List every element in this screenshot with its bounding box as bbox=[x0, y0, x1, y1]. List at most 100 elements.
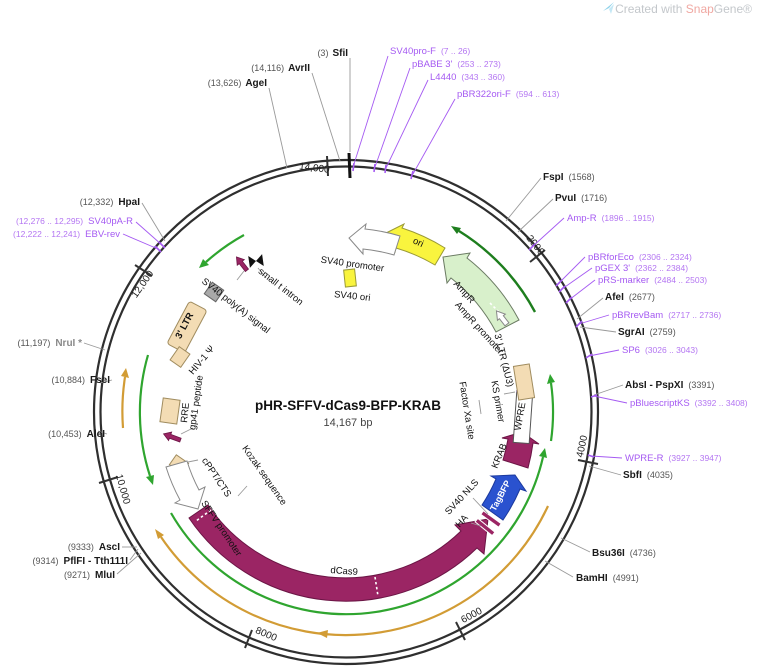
feature-dcas9-arrow[interactable] bbox=[188, 504, 489, 602]
primer-label-sv40paR[interactable]: (12,276 .. 12,295) SV40pA-R bbox=[16, 216, 133, 227]
plasmid-size: 14,167 bp bbox=[324, 417, 373, 429]
orange-arc-bottom bbox=[160, 505, 549, 637]
afeI-leader bbox=[576, 297, 604, 320]
sbfI-leader bbox=[588, 465, 622, 476]
l4440-leader bbox=[385, 79, 429, 169]
feature-gp41-label[interactable]: gp41 peptide bbox=[187, 375, 206, 431]
feature-kozak-label[interactable]: Kozak sequence bbox=[239, 444, 288, 508]
orange-arc-inline-arrowhead bbox=[317, 630, 328, 638]
feature-sv40-ori-box[interactable] bbox=[343, 268, 357, 288]
feature-3ltr-du3-box[interactable] bbox=[512, 363, 536, 401]
feature-sv40-polya-box[interactable] bbox=[203, 281, 225, 303]
sv40-polya-mini-arrow[interactable] bbox=[233, 254, 251, 273]
feature-ampr-arrow[interactable] bbox=[442, 252, 520, 333]
feature-ha-nls-boxes[interactable] bbox=[474, 510, 502, 537]
site-label-pflFI-tth111I[interactable]: (9314) PflFI - Tth111I bbox=[33, 556, 129, 567]
feature-small-t-intron-label[interactable]: small t intron bbox=[256, 266, 305, 308]
primer-label-ebvrev[interactable]: (12,222 .. 12,241) EBV-rev bbox=[13, 229, 120, 240]
primer-foot bbox=[410, 170, 414, 180]
factor-xa-leader bbox=[478, 399, 482, 415]
feature-hiv1-psi-label[interactable]: HIV-1 Ψ bbox=[187, 344, 218, 377]
primer-label-pbabe3[interactable]: pBABE 3' (253 .. 273) bbox=[412, 59, 501, 70]
orange-arc-left-arrowhead bbox=[121, 368, 129, 378]
primer-label-prsmarker[interactable]: pRS-marker (2484 .. 2503) bbox=[598, 275, 707, 286]
feature-rre-label[interactable]: RRE bbox=[179, 402, 192, 423]
pbrforeco-leader bbox=[558, 256, 586, 284]
backbone-outer-ring bbox=[92, 158, 600, 666]
snapgene-plane-icon bbox=[603, 2, 615, 14]
gp41-mini-arrow[interactable] bbox=[162, 430, 182, 445]
feature-ks-primer-label[interactable]: KS primer bbox=[488, 380, 506, 424]
site-label-pvuI[interactable]: PvuI (1716) bbox=[555, 193, 607, 204]
feature-dcas9-label[interactable]: dCas9 bbox=[330, 565, 358, 578]
site-label-sgrAI[interactable]: SgrAI (2759) bbox=[618, 327, 676, 338]
primer-label-pbrrevbam[interactable]: pBRrevBam (2717 .. 2736) bbox=[612, 310, 721, 321]
primer-label-l4440[interactable]: L4440 (343 .. 360) bbox=[430, 72, 505, 83]
green-arc-left bbox=[138, 354, 152, 477]
avrII-leader bbox=[311, 72, 341, 162]
feature-sv40-ori-label[interactable]: SV40 ori bbox=[334, 289, 371, 304]
feature-rre-box[interactable] bbox=[159, 397, 181, 425]
tick-label-12000: 12,000 bbox=[130, 269, 157, 301]
pflFI-leader bbox=[129, 548, 139, 561]
small-t-intron-icon[interactable] bbox=[248, 254, 264, 268]
primer-label-pbluescriptks[interactable]: pBluescriptKS (3392 .. 3408) bbox=[630, 398, 748, 409]
feature-hiv1-psi-box[interactable] bbox=[169, 346, 191, 368]
absI-leader bbox=[593, 384, 624, 396]
dcas9-segment-divider bbox=[374, 576, 379, 597]
primer-label-ampR[interactable]: Amp-R (1896 .. 1915) bbox=[567, 213, 655, 224]
scale-ticks bbox=[98, 155, 599, 649]
watermark-brand-gene: Gene® bbox=[713, 2, 752, 16]
tick-8000 bbox=[244, 629, 253, 649]
primer-label-pbrforeco[interactable]: pBRforEco (2306 .. 2324) bbox=[588, 252, 692, 263]
sgrAI-leader bbox=[579, 326, 617, 333]
site-label-sfiI[interactable]: (3) SfiI bbox=[317, 48, 348, 59]
primer-foot bbox=[158, 241, 166, 249]
green-arc-left-arrowhead bbox=[146, 475, 154, 485]
site-label-nruI[interactable]: (11,197) NruI * bbox=[17, 338, 82, 349]
site-label-absI-pspXI[interactable]: AbsI - PspXI (3391) bbox=[625, 380, 714, 391]
primer-label-pgex3[interactable]: pGEX 3' (2362 .. 2384) bbox=[595, 263, 688, 274]
site-label-avrII[interactable]: (14,116) AvrII bbox=[251, 63, 310, 74]
green-arc-right bbox=[549, 382, 555, 442]
site-label-aleI[interactable]: (10,453) AleI bbox=[48, 429, 105, 440]
site-label-ascI[interactable]: (9333) AscI bbox=[68, 542, 120, 553]
site-label-hpaI[interactable]: (12,332) HpaI bbox=[80, 197, 140, 208]
primer-label-sv40proF[interactable]: SV40pro-F (7 .. 26) bbox=[390, 46, 470, 57]
feature-ori-label[interactable]: ori bbox=[411, 236, 425, 250]
feature-sv40-polya-label[interactable]: SV40 poly(A) signal bbox=[199, 276, 272, 336]
fseI-leader bbox=[99, 379, 113, 384]
site-label-bsu36I[interactable]: Bsu36I (4736) bbox=[592, 548, 656, 559]
feature-ampr-promoter-arrow[interactable] bbox=[493, 308, 511, 328]
pbabe3-leader bbox=[374, 67, 411, 168]
feature-sffv-promoter-arrow[interactable] bbox=[165, 460, 206, 510]
primer-label-wpreR[interactable]: WPRE-R (3927 .. 3947) bbox=[625, 453, 722, 464]
feature-sv40-promoter-arrow[interactable] bbox=[348, 222, 401, 256]
feature-cppt-label[interactable]: cPPT/CTS bbox=[199, 456, 233, 499]
site-label-afeI[interactable]: AfeI (2677) bbox=[605, 292, 655, 303]
plasmid-title: pHR-SFFV-dCas9-BFP-KRAB bbox=[255, 398, 441, 413]
primer-foot bbox=[585, 353, 593, 359]
site-label-fseI[interactable]: (10,884) FseI bbox=[51, 375, 110, 386]
site-label-ageI[interactable]: (13,626) AgeI bbox=[208, 78, 267, 89]
site-label-bamHI[interactable]: BamHI (4991) bbox=[576, 573, 639, 584]
feature-wpre-label[interactable]: WPRE bbox=[513, 402, 529, 432]
primer-label-sp6[interactable]: SP6 (3026 .. 3043) bbox=[622, 345, 698, 356]
green-arc-bottom-arrowhead bbox=[539, 448, 547, 458]
tick-label-4000: 4000 bbox=[575, 434, 590, 458]
site-label-fspI[interactable]: FspI (1568) bbox=[543, 172, 595, 183]
primer-label-pbr322oriF[interactable]: pBR322ori-F (594 .. 613) bbox=[457, 89, 560, 100]
feature-factor-xa-label[interactable]: Factor Xa site bbox=[456, 381, 476, 441]
feature-3ltr-box[interactable] bbox=[167, 301, 207, 353]
feature-tagbfp-arrow[interactable] bbox=[481, 474, 528, 521]
feature-ha-box[interactable] bbox=[474, 517, 496, 537]
feature-sv40nls-box[interactable] bbox=[480, 510, 502, 528]
orange-arc-left bbox=[121, 376, 127, 429]
green-arc-right-arrowhead bbox=[547, 374, 555, 384]
pbluescriptks-leader bbox=[593, 395, 628, 404]
feature-sv40nls-label[interactable]: SV40 NLS bbox=[443, 477, 481, 517]
green-arc-topleft bbox=[205, 234, 245, 263]
site-label-sbfI[interactable]: SbfI (4035) bbox=[623, 470, 673, 481]
site-label-mluI[interactable]: (9271) MluI bbox=[64, 570, 115, 581]
